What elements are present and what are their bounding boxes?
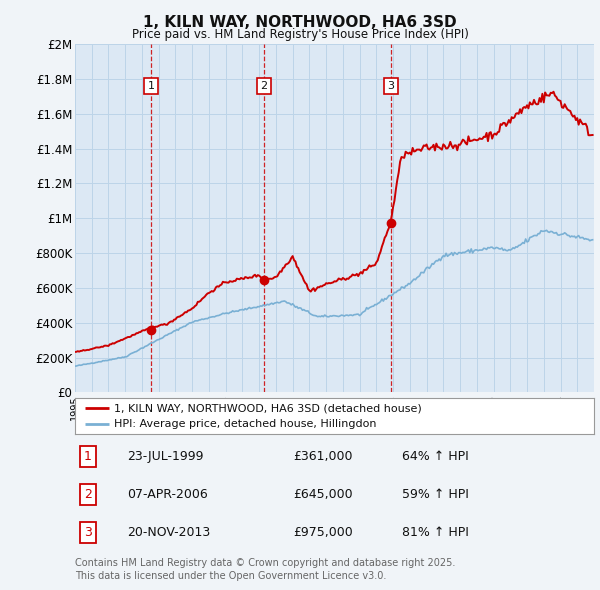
Text: 81% ↑ HPI: 81% ↑ HPI bbox=[402, 526, 469, 539]
Text: Price paid vs. HM Land Registry's House Price Index (HPI): Price paid vs. HM Land Registry's House … bbox=[131, 28, 469, 41]
Text: 2: 2 bbox=[84, 487, 92, 501]
Text: 07-APR-2006: 07-APR-2006 bbox=[127, 487, 208, 501]
Text: 1: 1 bbox=[148, 81, 155, 91]
Text: 64% ↑ HPI: 64% ↑ HPI bbox=[402, 450, 469, 463]
Text: 20-NOV-2013: 20-NOV-2013 bbox=[127, 526, 210, 539]
Text: £645,000: £645,000 bbox=[293, 487, 353, 501]
Text: Contains HM Land Registry data © Crown copyright and database right 2025.
This d: Contains HM Land Registry data © Crown c… bbox=[75, 558, 455, 581]
Text: 23-JUL-1999: 23-JUL-1999 bbox=[127, 450, 203, 463]
Text: 1: 1 bbox=[84, 450, 92, 463]
Text: 59% ↑ HPI: 59% ↑ HPI bbox=[402, 487, 469, 501]
Text: 1, KILN WAY, NORTHWOOD, HA6 3SD (detached house): 1, KILN WAY, NORTHWOOD, HA6 3SD (detache… bbox=[114, 403, 422, 413]
Text: HPI: Average price, detached house, Hillingdon: HPI: Average price, detached house, Hill… bbox=[114, 419, 376, 429]
Text: 2: 2 bbox=[260, 81, 267, 91]
Text: £361,000: £361,000 bbox=[293, 450, 352, 463]
Text: £975,000: £975,000 bbox=[293, 526, 353, 539]
Text: 3: 3 bbox=[388, 81, 395, 91]
Text: 1, KILN WAY, NORTHWOOD, HA6 3SD: 1, KILN WAY, NORTHWOOD, HA6 3SD bbox=[143, 15, 457, 30]
Text: 3: 3 bbox=[84, 526, 92, 539]
